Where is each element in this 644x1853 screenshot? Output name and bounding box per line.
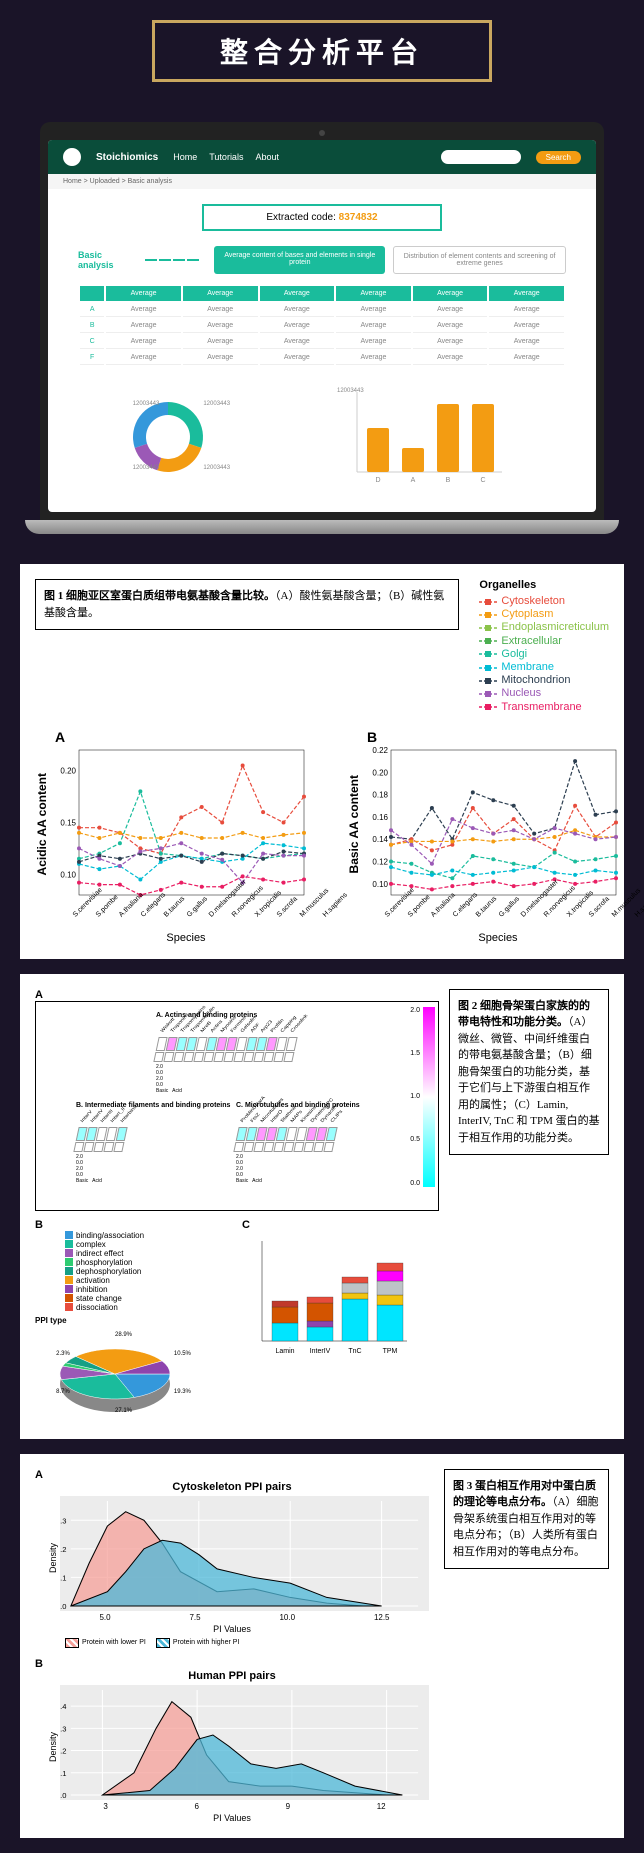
nav-about[interactable]: About — [255, 152, 279, 162]
svg-text:8.7%: 8.7% — [56, 1389, 70, 1395]
svg-text:A: A — [411, 477, 416, 484]
figure-2-panel: A 2.0 1.5 1.0 0.5 0.0 A. Actins and bind… — [20, 974, 624, 1439]
nav-tutorials[interactable]: Tutorials — [209, 152, 243, 162]
svg-text:0.15: 0.15 — [60, 818, 76, 827]
header-banner: 整合分析平台 — [152, 20, 492, 82]
svg-text:0.2: 0.2 — [60, 1545, 67, 1554]
svg-text:0.0: 0.0 — [60, 1602, 67, 1611]
banner-title: 整合分析平台 — [155, 31, 489, 71]
svg-text:0.10: 0.10 — [372, 880, 388, 889]
svg-text:12003443: 12003443 — [203, 401, 230, 407]
subplot-b: B Basic AA content 0.100.120.140.160.180… — [347, 724, 644, 944]
density-plot-b: Density 0.00.10.20.30.4 — [60, 1685, 429, 1800]
svg-text:Lamin: Lamin — [275, 1348, 294, 1355]
svg-text:InterIV: InterIV — [310, 1348, 331, 1355]
svg-text:D: D — [375, 477, 380, 484]
figure-3-panel: A Cytoskeleton PPI pairs Density 0.00.10… — [20, 1454, 624, 1838]
site-navbar: Stoichiomics Home Tutorials About Search — [48, 140, 596, 174]
svg-text:0.1: 0.1 — [60, 1573, 67, 1582]
svg-text:0.1: 0.1 — [60, 1769, 67, 1778]
site-name: Stoichiomics — [96, 152, 158, 163]
extracted-code-box: Extracted code: 8374832 — [202, 204, 442, 231]
fig1-caption: 图 1 细胞亚区室蛋白质组带电氨基酸含量比较。（A）酸性氨基酸含量；（B）碱性氨… — [35, 579, 459, 630]
data-table: AverageAverageAverageAverageAverageAvera… — [78, 284, 566, 367]
svg-text:2.3%: 2.3% — [56, 1351, 70, 1357]
svg-text:C: C — [480, 477, 485, 484]
figure-1-panel: 图 1 细胞亚区室蛋白质组带电氨基酸含量比较。（A）酸性氨基酸含量；（B）碱性氨… — [20, 564, 624, 959]
pi-legend: Protein with lower PIProtein with higher… — [65, 1638, 429, 1650]
laptop-mockup: Stoichiomics Home Tutorials About Search… — [0, 102, 644, 564]
svg-text:B: B — [446, 477, 451, 484]
search-input[interactable] — [441, 150, 521, 164]
bar-chart: 12003443 D A B C — [332, 382, 566, 497]
svg-text:0.3: 0.3 — [60, 1516, 67, 1525]
svg-text:28.9%: 28.9% — [115, 1332, 133, 1338]
svg-text:0.14: 0.14 — [372, 835, 388, 844]
gradient-bar — [423, 1007, 435, 1187]
fig2b-pie: B binding/associationcomplexindirect eff… — [35, 1219, 232, 1424]
svg-text:TnC: TnC — [348, 1348, 361, 1355]
svg-text:0.0: 0.0 — [60, 1791, 67, 1800]
svg-text:27.1%: 27.1% — [115, 1408, 133, 1414]
svg-text:0.2: 0.2 — [60, 1747, 67, 1756]
svg-text:12003443: 12003443 — [133, 401, 160, 407]
density-plot-a: Density 0.00.10.20.3 — [60, 1496, 429, 1611]
svg-text:10.5%: 10.5% — [174, 1351, 192, 1357]
breadcrumb: Home > Uploaded > Basic analysis — [48, 174, 596, 189]
svg-text:12003443: 12003443 — [203, 465, 230, 471]
nav-home[interactable]: Home — [173, 152, 197, 162]
svg-text:0.20: 0.20 — [60, 766, 76, 775]
search-button[interactable]: Search — [536, 151, 581, 164]
fig2c-stacked: C LaminInterIVTnCTPM — [242, 1219, 439, 1424]
svg-text:TPM: TPM — [383, 1348, 398, 1355]
svg-text:12003443: 12003443 — [133, 465, 160, 471]
subplot-a: A Acidic AA content 0.100.150.20 S.cerev… — [35, 724, 337, 944]
fig2-caption: 图 2 细胞骨架蛋白家族的的带电特性和功能分类。（A）微丝、微管、中间纤维蛋白的… — [449, 989, 609, 1156]
svg-text:19.3%: 19.3% — [174, 1389, 192, 1395]
organelles-legend: Organelles CytoskeletonCytoplasmEndoplas… — [479, 579, 609, 714]
svg-text:0.16: 0.16 — [372, 813, 388, 822]
fig2a-diagram: 2.0 1.5 1.0 0.5 0.0 A. Actins and bindin… — [35, 1001, 439, 1211]
fig3-caption: 图 3 蛋白相互作用对中蛋白质的理论等电点分布。（A）细胞骨架系统蛋白相互作用对… — [444, 1469, 609, 1570]
svg-text:0.22: 0.22 — [372, 746, 388, 755]
tab-2[interactable]: Distribution of element contents and scr… — [393, 246, 566, 274]
tab-1[interactable]: Average content of bases and elements in… — [214, 246, 385, 274]
svg-text:0.18: 0.18 — [372, 790, 388, 799]
svg-text:0.3: 0.3 — [60, 1724, 67, 1733]
svg-text:12003443: 12003443 — [337, 388, 364, 394]
svg-text:0.20: 0.20 — [372, 768, 388, 777]
section-label: Basic analysis — [78, 250, 130, 270]
donut-chart: 12003443 12003443 12003443 12003443 — [78, 382, 312, 497]
svg-text:0.10: 0.10 — [60, 870, 76, 879]
svg-text:0.12: 0.12 — [372, 857, 388, 866]
site-logo-icon — [63, 148, 81, 166]
code-value: 8374832 — [339, 212, 378, 223]
svg-text:0.4: 0.4 — [60, 1702, 67, 1711]
nav-links: Home Tutorials About — [173, 152, 279, 162]
